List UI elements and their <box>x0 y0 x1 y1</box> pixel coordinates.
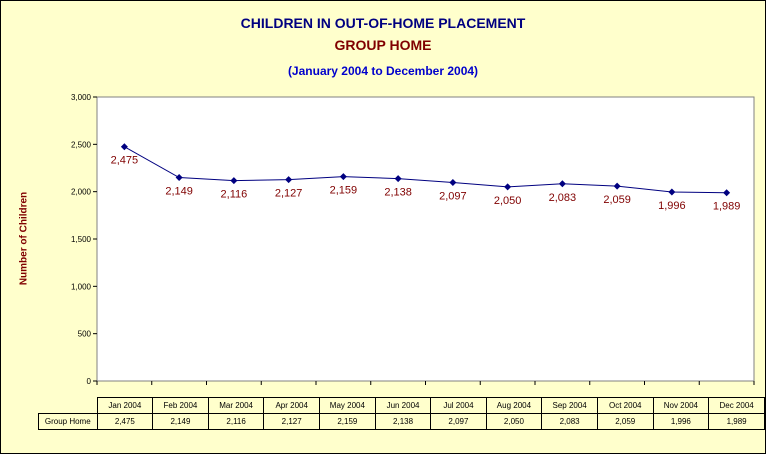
data-point <box>449 178 457 186</box>
y-tick-label: 500 <box>78 330 92 339</box>
x-tick-label: Mar 2004 <box>207 397 265 414</box>
series-group-home: 2,475 2,149 2,116 2,127 2,159 2,138 2,097 2,050… <box>111 143 741 213</box>
x-tick-label: May 2004 <box>318 397 376 414</box>
table-cell: 2,059 <box>596 413 654 430</box>
table-cell: 1,989 <box>708 413 765 430</box>
x-tick-label: Nov 2004 <box>652 397 710 414</box>
chart-subtitle: GROUP HOME <box>334 37 432 53</box>
data-point <box>723 189 731 197</box>
x-tick-label: Dec 2004 <box>708 397 765 414</box>
series-name-cell: Group Home <box>38 413 98 430</box>
data-point <box>504 183 512 191</box>
chart-period: (January 2004 to December 2004) <box>287 64 479 78</box>
data-label: 2,097 <box>439 190 467 202</box>
data-table-header-row: Jan 2004 Feb 2004 Mar 2004 Apr 2004 May 2004… <box>39 397 765 414</box>
table-cell: 2,050 <box>485 413 543 430</box>
data-label: 2,127 <box>275 188 303 200</box>
table-cell: 2,116 <box>207 413 265 430</box>
data-point <box>120 143 128 151</box>
data-label: 2,059 <box>603 194 631 206</box>
y-tick-label: 2,500 <box>71 140 92 149</box>
chart-title: CHILDREN IN OUT-OF-HOME PLACEMENT <box>240 15 526 31</box>
data-label: 2,116 <box>221 189 248 201</box>
data-point <box>394 175 402 183</box>
data-label: 2,149 <box>165 186 193 198</box>
table-cell: 2,138 <box>374 413 432 430</box>
series-line <box>124 146 727 194</box>
data-label: 1,996 <box>658 200 686 212</box>
data-label: 2,050 <box>494 195 522 207</box>
x-tick-label: Sep 2004 <box>541 397 598 414</box>
y-tick-label: 1,000 <box>71 282 92 291</box>
table-cell: 2,159 <box>318 413 376 430</box>
data-label: 2,159 <box>330 185 358 197</box>
x-tick-label: Jul 2004 <box>430 397 487 414</box>
data-point <box>613 182 621 190</box>
data-point <box>175 174 183 182</box>
data-point <box>285 176 293 184</box>
data-label: 2,475 <box>111 155 139 167</box>
data-point <box>230 177 238 185</box>
table-cell: 2,475 <box>96 413 154 430</box>
data-point <box>558 180 566 188</box>
y-tick-label: 0 <box>87 377 92 386</box>
x-tick-label: Jun 2004 <box>374 397 432 414</box>
table-cell: 2,097 <box>430 413 487 430</box>
y-tick-label: 3,000 <box>71 93 92 102</box>
table-cell: 2,127 <box>263 413 320 430</box>
x-tick-label: Oct 2004 <box>596 397 654 414</box>
x-tick-label: Feb 2004 <box>152 397 209 414</box>
data-label: 1,989 <box>713 201 741 213</box>
data-label: 2,138 <box>384 187 412 199</box>
table-cell: 2,149 <box>152 413 209 430</box>
table-cell: 1,996 <box>652 413 710 430</box>
data-point <box>668 188 676 196</box>
table-cell: 2,083 <box>541 413 598 430</box>
data-point <box>339 173 347 181</box>
x-tick-label: Apr 2004 <box>263 397 320 414</box>
y-axis: 0 500 1,000 1,500 2,000 2,500 3,000 <box>71 93 755 386</box>
plot-area <box>96 96 755 382</box>
y-tick-label: 1,500 <box>71 235 92 244</box>
data-table: Jan 2004 Feb 2004 Mar 2004 Apr 2004 May 2004… <box>38 397 765 430</box>
x-tick-label: Jan 2004 <box>96 397 154 414</box>
data-table-row: Group Home 2,475 2,149 2,116 2,127 2,159 2,13… <box>38 413 765 430</box>
x-tick-label: Aug 2004 <box>485 397 543 414</box>
y-tick-label: 2,000 <box>71 188 92 197</box>
data-label: 2,083 <box>549 192 577 204</box>
